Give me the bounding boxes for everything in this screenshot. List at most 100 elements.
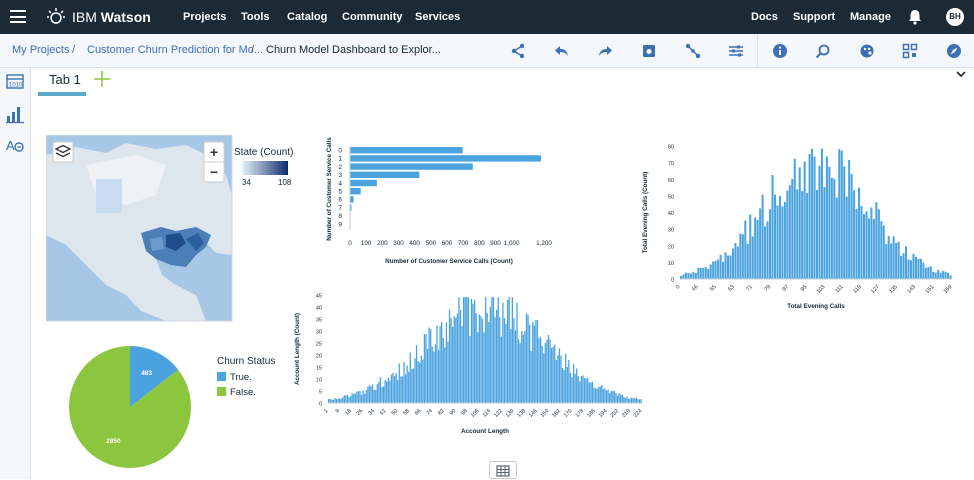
histogram-bar[interactable] xyxy=(880,221,883,279)
histogram-bar[interactable] xyxy=(572,363,575,403)
histogram-bar[interactable] xyxy=(467,297,470,403)
histogram-bar[interactable] xyxy=(637,399,639,403)
histogram-bar[interactable] xyxy=(433,351,435,403)
histogram-bar[interactable] xyxy=(684,272,687,279)
histogram-bar[interactable] xyxy=(574,373,576,403)
histogram-bar[interactable] xyxy=(458,297,460,403)
histogram-bar[interactable] xyxy=(354,393,356,403)
histogram-bar[interactable] xyxy=(466,297,468,403)
histogram-bar[interactable] xyxy=(771,175,774,279)
histogram-bar[interactable] xyxy=(801,191,804,279)
histogram-bar[interactable] xyxy=(348,397,350,403)
histogram-bar[interactable] xyxy=(486,313,488,403)
bar[interactable] xyxy=(350,155,541,162)
histogram-bar[interactable] xyxy=(453,315,455,403)
histogram-bar[interactable] xyxy=(858,187,861,279)
histogram-bar[interactable] xyxy=(379,377,382,403)
histogram-bar[interactable] xyxy=(902,253,905,279)
histogram-bar[interactable] xyxy=(450,318,452,403)
share-icon[interactable] xyxy=(510,43,526,59)
histogram-bar[interactable] xyxy=(517,339,520,403)
histogram-bar[interactable] xyxy=(415,345,418,403)
histogram-bar[interactable] xyxy=(791,178,794,279)
histogram-bar[interactable] xyxy=(524,331,526,403)
histogram-bar[interactable] xyxy=(917,258,920,279)
histogram-bar[interactable] xyxy=(480,316,482,403)
histogram-bar[interactable] xyxy=(577,376,579,403)
histogram-bar[interactable] xyxy=(709,264,712,279)
histogram-bar[interactable] xyxy=(340,398,342,403)
histogram-bar[interactable] xyxy=(375,389,377,403)
histogram-bar[interactable] xyxy=(806,193,809,279)
histogram-bar[interactable] xyxy=(481,318,484,403)
histogram-bar[interactable] xyxy=(942,270,945,279)
histogram-bar[interactable] xyxy=(364,393,366,403)
histogram-bar[interactable] xyxy=(525,313,528,403)
histogram-bar[interactable] xyxy=(511,297,513,403)
histogram-bar[interactable] xyxy=(400,376,402,403)
histogram-bar[interactable] xyxy=(793,158,796,279)
undo-icon[interactable] xyxy=(554,43,570,59)
histogram-bar[interactable] xyxy=(342,397,344,403)
histogram-bar[interactable] xyxy=(682,274,685,279)
histogram-bar[interactable] xyxy=(769,209,772,279)
histogram-bar[interactable] xyxy=(783,201,786,279)
histogram-bar[interactable] xyxy=(456,313,459,403)
histogram-bar[interactable] xyxy=(828,166,831,279)
histogram-bar[interactable] xyxy=(558,348,561,403)
histogram-bar[interactable] xyxy=(389,380,391,403)
histogram-bar[interactable] xyxy=(371,384,374,403)
histogram-bar[interactable] xyxy=(491,297,493,403)
histogram-bar[interactable] xyxy=(714,260,717,279)
histogram-bar[interactable] xyxy=(616,395,619,403)
pie-slice[interactable] xyxy=(130,346,179,407)
histogram-bar[interactable] xyxy=(724,252,727,279)
histogram-bar[interactable] xyxy=(505,323,507,403)
histogram-bar[interactable] xyxy=(488,321,490,403)
histogram-bar[interactable] xyxy=(417,361,419,403)
histogram-bar[interactable] xyxy=(395,372,397,403)
histogram-bar[interactable] xyxy=(521,331,523,403)
add-tab-icon[interactable] xyxy=(92,69,112,89)
histogram-bar[interactable] xyxy=(949,275,952,279)
histogram-bar[interactable] xyxy=(719,254,722,279)
histogram-bar[interactable] xyxy=(365,390,367,403)
user-avatar[interactable]: BH xyxy=(946,8,964,26)
histogram-bar[interactable] xyxy=(786,190,789,279)
histogram-bar[interactable] xyxy=(539,336,542,403)
histogram-bar[interactable] xyxy=(778,196,781,279)
histogram-bar[interactable] xyxy=(527,314,529,403)
histogram-bar[interactable] xyxy=(766,221,769,279)
histogram-bar[interactable] xyxy=(820,148,823,279)
histogram-bar[interactable] xyxy=(788,185,791,279)
redo-icon[interactable] xyxy=(597,43,613,59)
histogram-bar[interactable] xyxy=(571,377,573,403)
histogram-bar[interactable] xyxy=(403,361,405,403)
histogram-bar[interactable] xyxy=(472,303,474,403)
nav-projects[interactable]: Projects xyxy=(183,11,227,23)
histogram-bar[interactable] xyxy=(843,166,846,279)
text-annotation-icon[interactable]: A xyxy=(5,136,25,156)
histogram-bar[interactable] xyxy=(356,391,358,403)
palette-icon[interactable] xyxy=(859,43,875,59)
histogram-bar[interactable] xyxy=(332,399,334,403)
histogram-bar[interactable] xyxy=(422,359,424,403)
histogram-bar[interactable] xyxy=(937,269,940,279)
histogram-bar[interactable] xyxy=(781,206,784,279)
histogram-bar[interactable] xyxy=(890,243,893,279)
nav-community[interactable]: Community xyxy=(342,11,403,23)
nav-support[interactable]: Support xyxy=(793,11,836,23)
zoom-in-button[interactable]: + xyxy=(210,144,218,160)
histogram-bar[interactable] xyxy=(593,387,595,403)
bar[interactable] xyxy=(350,196,354,203)
histogram-bar[interactable] xyxy=(736,246,739,279)
histogram-bar[interactable] xyxy=(555,359,557,403)
histogram-bar[interactable] xyxy=(401,376,404,403)
histogram-bar[interactable] xyxy=(532,321,534,403)
breadcrumb-my-projects[interactable]: My Projects xyxy=(12,44,70,56)
bar[interactable] xyxy=(350,147,463,154)
histogram-bar[interactable] xyxy=(613,390,616,403)
histogram-bar[interactable] xyxy=(428,327,430,403)
histogram-bar[interactable] xyxy=(605,390,608,403)
